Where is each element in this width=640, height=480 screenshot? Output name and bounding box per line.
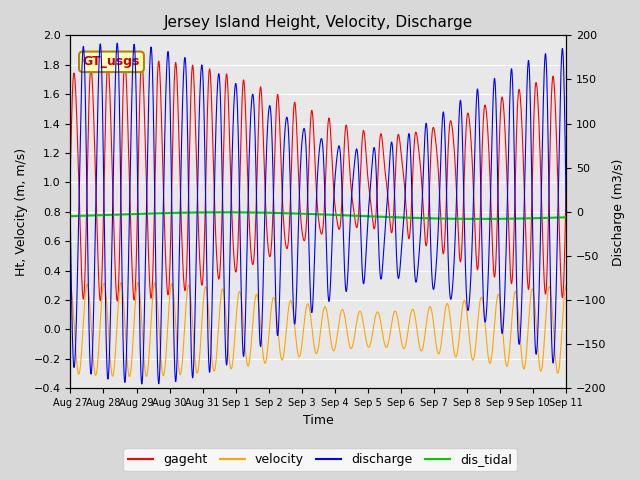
discharge <box>257 343 265 348</box>
discharge <box>138 381 146 387</box>
dis_tidal <box>257 210 264 216</box>
gageht <box>124 98 131 104</box>
velocity <box>553 367 561 373</box>
discharge <box>113 40 121 46</box>
Line: dis_tidal: dis_tidal <box>70 212 566 219</box>
velocity <box>123 354 131 360</box>
gageht <box>113 298 121 304</box>
Text: GT_usgs: GT_usgs <box>83 55 140 68</box>
gageht <box>257 84 265 90</box>
gageht <box>67 169 74 175</box>
gageht <box>553 144 561 150</box>
discharge <box>153 324 161 330</box>
gageht <box>563 178 570 183</box>
Legend: gageht, velocity, discharge, dis_tidal: gageht, velocity, discharge, dis_tidal <box>123 448 517 471</box>
X-axis label: Time: Time <box>303 414 333 427</box>
Line: gageht: gageht <box>70 61 566 301</box>
velocity <box>500 336 508 342</box>
velocity <box>153 290 161 296</box>
discharge <box>563 211 570 216</box>
dis_tidal <box>476 216 483 222</box>
dis_tidal <box>152 210 160 216</box>
Line: velocity: velocity <box>70 282 566 376</box>
dis_tidal <box>278 210 286 216</box>
Line: discharge: discharge <box>70 43 566 384</box>
Y-axis label: Ht, Velocity (m, m/s): Ht, Velocity (m, m/s) <box>15 148 28 276</box>
discharge <box>67 223 74 229</box>
gageht <box>138 58 146 64</box>
velocity <box>134 279 142 285</box>
discharge <box>124 326 131 332</box>
discharge <box>553 260 561 265</box>
dis_tidal <box>67 213 74 219</box>
velocity <box>67 283 74 288</box>
dis_tidal <box>500 216 508 222</box>
discharge <box>278 189 286 194</box>
dis_tidal <box>123 211 131 217</box>
velocity <box>257 327 265 333</box>
dis_tidal <box>563 215 570 220</box>
velocity <box>125 373 133 379</box>
gageht <box>500 102 508 108</box>
Title: Jersey Island Height, Velocity, Discharge: Jersey Island Height, Velocity, Discharg… <box>164 15 473 30</box>
dis_tidal <box>221 209 228 215</box>
gageht <box>278 194 286 200</box>
dis_tidal <box>553 215 561 220</box>
velocity <box>563 282 570 288</box>
Y-axis label: Discharge (m3/s): Discharge (m3/s) <box>612 158 625 265</box>
gageht <box>153 97 161 103</box>
discharge <box>500 321 508 326</box>
velocity <box>278 357 286 363</box>
